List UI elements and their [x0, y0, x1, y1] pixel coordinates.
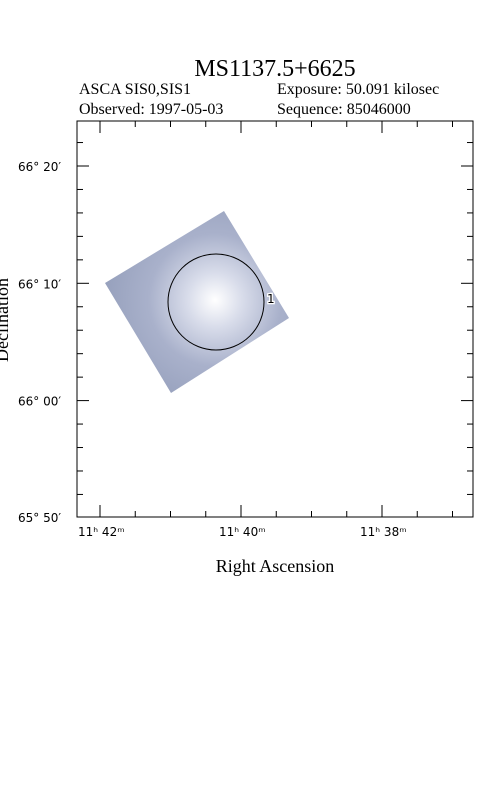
sky-image [105, 211, 289, 393]
y-tick-label: 66° 20′ [18, 160, 61, 174]
instrument: ASCA SIS0,SIS1 [79, 81, 191, 98]
y-tick-label: 66° 10′ [18, 277, 61, 291]
ticks: 66° 20′ 66° 10′ 66° 00′ 65° 50′ 11ʰ 42ᵐ 11ʰ 4… [18, 121, 473, 539]
x-tick-label: 11ʰ 40ᵐ [219, 525, 266, 539]
x-tick-label: 11ʰ 42ᵐ [78, 525, 125, 539]
observed: Observed: 1997-05-03 [79, 101, 223, 118]
exposure: Exposure: 50.091 kilosec [277, 81, 439, 98]
x-tick-label: 11ʰ 38ᵐ [360, 525, 407, 539]
source-region [167, 253, 265, 351]
title: MS1137.5+6625 [194, 56, 355, 82]
y-axis-label: Declination [0, 278, 12, 362]
y-tick-label: 66° 00′ [18, 395, 61, 409]
plot-frame [76, 120, 474, 518]
region-label: 1 [267, 292, 275, 306]
y-tick-label: 65° 50′ [18, 511, 61, 525]
x-axis-label: Right Ascension [216, 556, 335, 576]
sequence: Sequence: 85046000 [277, 101, 411, 118]
